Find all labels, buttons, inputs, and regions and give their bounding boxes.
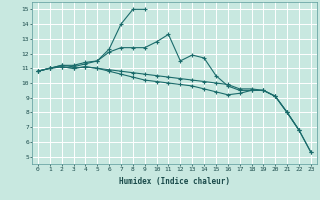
- X-axis label: Humidex (Indice chaleur): Humidex (Indice chaleur): [119, 177, 230, 186]
